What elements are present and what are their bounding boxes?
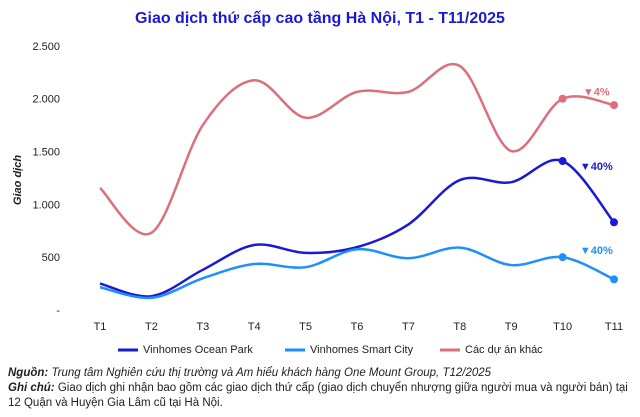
point	[558, 94, 567, 103]
x-tick-label: T9	[505, 321, 518, 333]
y-tick-label: 2.000	[32, 94, 60, 106]
y-tick-label: -	[56, 305, 60, 317]
annotation: ▼4%	[583, 87, 610, 99]
source-label: Nguồn:	[8, 367, 49, 379]
line	[99, 62, 615, 236]
legend-label: Vinhomes Ocean Park	[143, 344, 253, 356]
x-tick-label: T11	[605, 321, 623, 333]
legend-label: Các dự án khác	[465, 344, 543, 356]
notes: Nguồn: Trung tâm Nghiên cứu thị trường v…	[8, 366, 632, 411]
y-axis-label: Giao dịch	[12, 155, 24, 205]
annotation: ▼40%	[580, 161, 613, 173]
source: Nguồn: Trung tâm Nghiên cứu thị trường v…	[8, 366, 632, 381]
y-tick-label: 1.500	[32, 147, 60, 159]
point	[558, 253, 567, 262]
point	[610, 275, 618, 284]
x-tick-label: T5	[299, 321, 312, 333]
x-tick-label: T2	[145, 321, 158, 333]
note: Ghi chú: Giao dịch ghi nhận bao gồm các …	[8, 381, 632, 411]
point	[558, 157, 567, 166]
y-tick-label: 500	[42, 252, 60, 264]
chart-title: Giao dịch thứ cấp cao tầng Hà Nội, T1 - …	[135, 10, 505, 27]
x-tick-label: T8	[453, 321, 466, 333]
source-text: Trung tâm Nghiên cứu thị trường và Am hi…	[51, 367, 492, 379]
x-tick-label: T1	[94, 321, 107, 333]
x-tick-label: T4	[248, 321, 261, 333]
point	[610, 101, 618, 110]
y-tick-label: 1.000	[32, 199, 60, 211]
annotation: ▼40%	[580, 245, 613, 257]
note-text: Giao dịch ghi nhận bao gồm các giao dịch…	[8, 382, 628, 409]
x-tick-label: T3	[196, 321, 209, 333]
x-tick-label: T6	[351, 321, 364, 333]
x-tick-label: T10	[553, 321, 572, 333]
legend-label: Vinhomes Smart City	[310, 344, 414, 356]
point	[610, 218, 618, 227]
line	[99, 246, 615, 300]
chart: Giao dịch thứ cấp cao tầng Hà Nội, T1 - …	[12, 10, 623, 356]
x-tick-label: T7	[402, 321, 415, 333]
note-label: Ghi chú:	[8, 382, 55, 394]
y-tick-label: 2.500	[32, 41, 60, 53]
line	[99, 158, 615, 298]
